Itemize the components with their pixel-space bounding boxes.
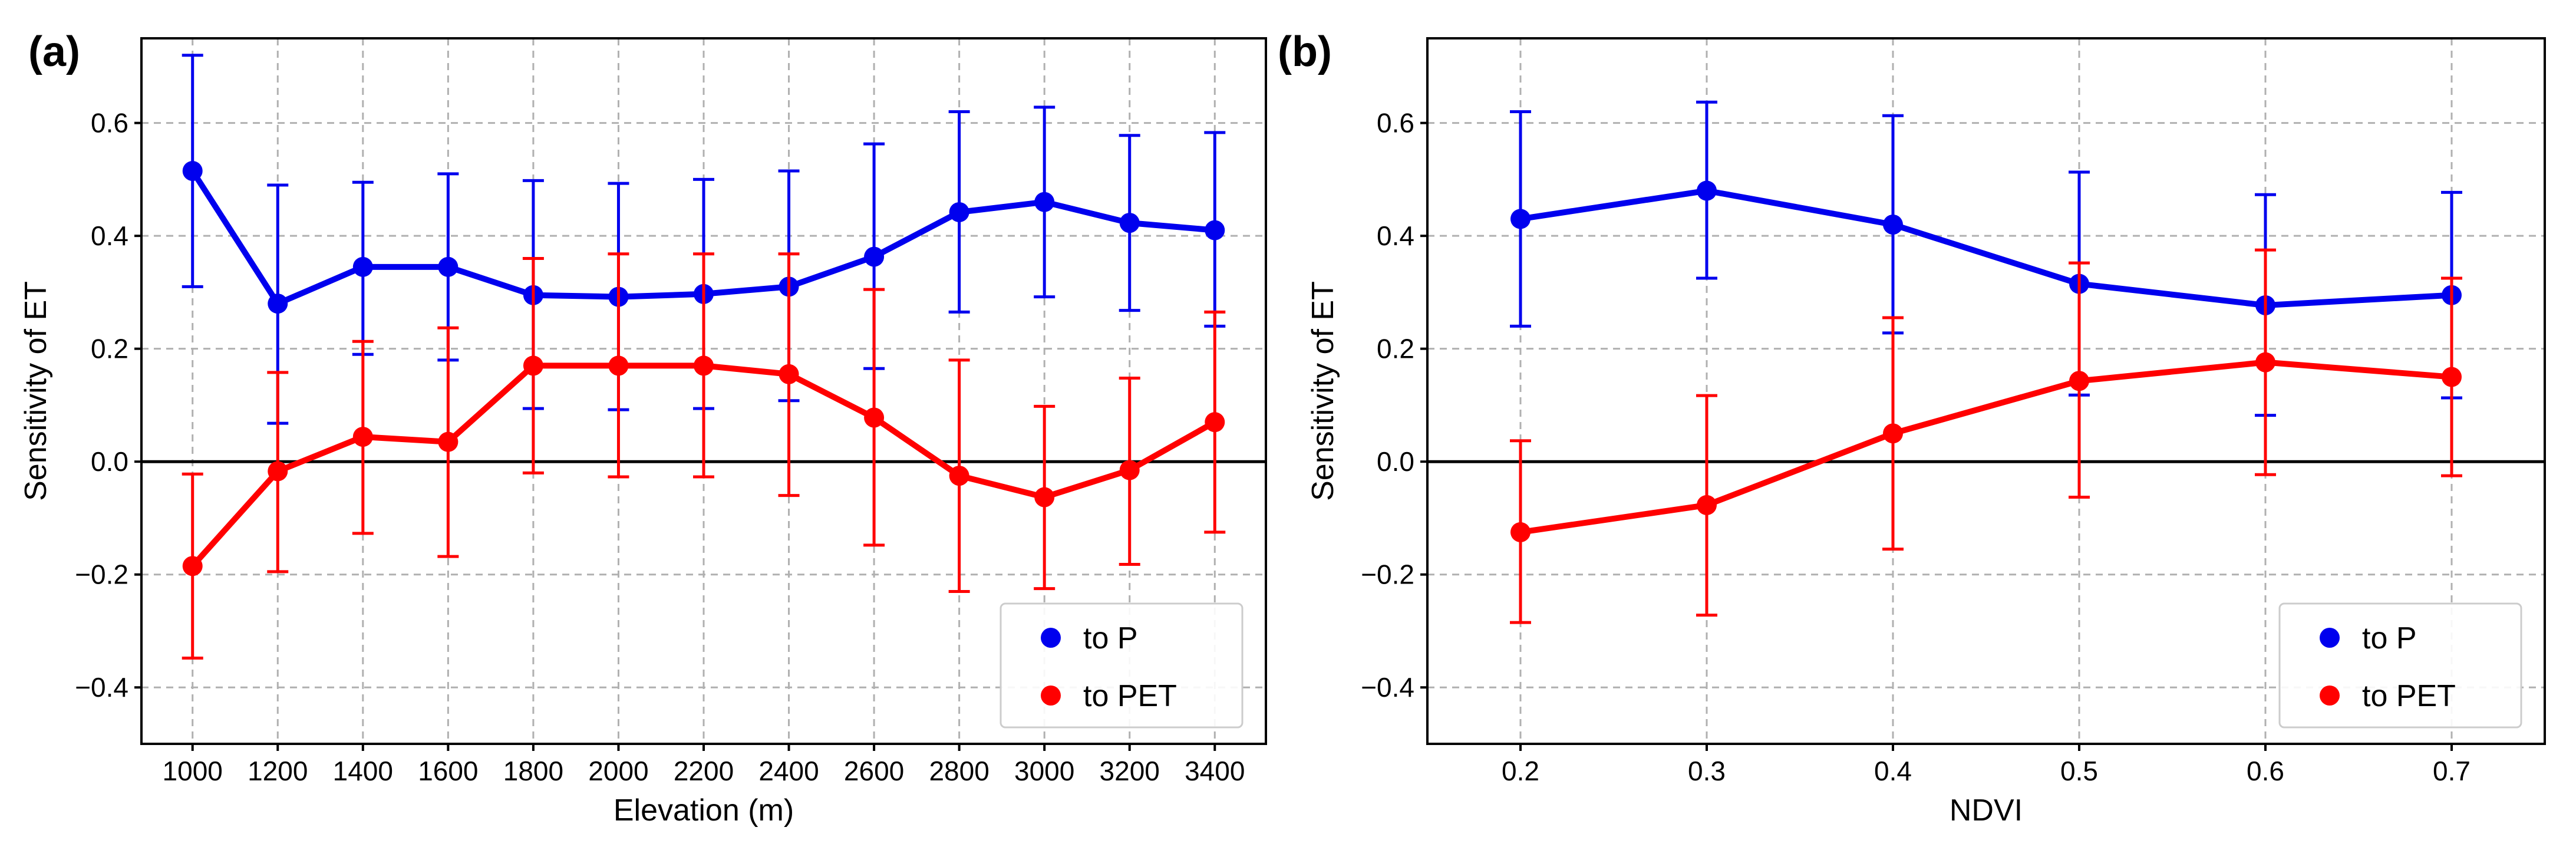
series-to-pet — [182, 252, 1226, 660]
data-point — [864, 407, 885, 428]
y-tick-label: 0.0 — [91, 446, 128, 477]
legend-label: to P — [1083, 621, 1138, 655]
data-point — [182, 556, 203, 576]
y-tick-label: 0.2 — [91, 334, 128, 364]
panel-label: (b) — [1278, 28, 1332, 75]
x-tick-label: 1800 — [503, 756, 563, 786]
series-line — [1520, 187, 2452, 308]
x-tick-label: 1000 — [163, 756, 223, 786]
legend-label: to PET — [1083, 679, 1177, 713]
x-tick-label: 0.4 — [1874, 756, 1912, 786]
data-point — [352, 427, 373, 447]
legend-marker — [2320, 628, 2340, 648]
x-tick-label: 2800 — [929, 756, 989, 786]
data-point — [1510, 209, 1531, 229]
y-axis: −0.4 −0.2 0.0 0.2 0.4 0.6 — [75, 108, 141, 703]
y-axis-title: Sensitivity of ET — [1306, 281, 1340, 501]
data-point — [2255, 352, 2275, 373]
data-point — [1034, 487, 1055, 507]
x-tick-label: 2000 — [588, 756, 648, 786]
y-tick-label: −0.4 — [1361, 672, 1414, 703]
panel-a: −0.4 −0.2 0.0 0.2 0.4 0.6 1000 1200 1400 1600 1800… — [19, 28, 1267, 828]
x-tick-label: 2200 — [674, 756, 734, 786]
data-point — [949, 466, 969, 486]
y-tick-label: 0.6 — [91, 108, 128, 139]
legend-marker — [1041, 628, 1061, 648]
legend-label: to P — [2362, 621, 2417, 655]
y-tick-label: 0.0 — [1377, 446, 1414, 477]
y-tick-label: −0.2 — [1361, 559, 1414, 590]
data-point — [1034, 192, 1055, 212]
series-line — [1520, 359, 2452, 535]
panel-label: (a) — [28, 28, 80, 75]
data-point — [949, 202, 969, 222]
data-point — [2069, 371, 2089, 391]
data-point — [864, 246, 885, 267]
y-tick-label: 0.4 — [91, 220, 128, 251]
y-tick-label: 0.4 — [1377, 220, 1414, 251]
x-tick-label: 0.5 — [2060, 756, 2098, 786]
legend-box — [2278, 602, 2522, 729]
y-axis-title: Sensitivity of ET — [19, 281, 53, 501]
y-tick-label: −0.2 — [75, 559, 128, 590]
data-point — [694, 355, 714, 376]
x-tick-label: 1200 — [248, 756, 308, 786]
panel-b: −0.4 −0.2 0.0 0.2 0.4 0.6 0.2 0.3 0.4 0.5 0.6 0.7 ND… — [1278, 28, 2546, 828]
x-tick-label: 0.2 — [1502, 756, 1539, 786]
x-tick-label: 0.7 — [2433, 756, 2471, 786]
y-tick-label: 0.6 — [1377, 108, 1414, 139]
data-point — [182, 161, 203, 182]
legend-marker — [1041, 685, 1061, 706]
plot-frame — [1426, 37, 2546, 745]
data-point — [1883, 215, 1903, 235]
data-point — [268, 461, 288, 482]
y-tick-label: −0.4 — [75, 672, 128, 703]
data-point — [1119, 213, 1140, 233]
x-axis: 0.2 0.3 0.4 0.5 0.6 0.7 — [1502, 744, 2471, 786]
x-axis-title: Elevation (m) — [614, 793, 794, 828]
data-point — [1205, 412, 1225, 433]
legend: to P to PET — [2278, 602, 2522, 729]
y-axis: −0.4 −0.2 0.0 0.2 0.4 0.6 — [1361, 108, 1427, 703]
data-point — [779, 364, 799, 384]
data-point — [268, 294, 288, 314]
x-tick-label: 3200 — [1100, 756, 1160, 786]
x-tick-label: 1600 — [418, 756, 478, 786]
x-tick-label: 2600 — [844, 756, 904, 786]
x-tick-label: 3400 — [1185, 756, 1245, 786]
data-point — [352, 256, 373, 277]
series-to-pet — [1510, 248, 2462, 624]
data-point — [1510, 522, 1531, 542]
x-tick-label: 0.3 — [1688, 756, 1726, 786]
data-point — [438, 256, 459, 277]
legend: to P to PET — [1000, 602, 1244, 729]
data-point — [1697, 180, 1717, 201]
x-tick-label: 0.6 — [2247, 756, 2284, 786]
legend-label: to PET — [2362, 679, 2456, 713]
legend-marker — [2320, 685, 2340, 706]
data-point — [1205, 220, 1225, 240]
data-point — [523, 355, 543, 376]
legend-box — [1000, 602, 1244, 729]
x-axis: 1000 1200 1400 1600 1800 2000 2200 2400 2600 2800… — [163, 744, 1245, 786]
data-point — [608, 355, 629, 376]
x-tick-label: 3000 — [1014, 756, 1074, 786]
data-point — [1697, 495, 1717, 515]
x-tick-label: 1400 — [333, 756, 393, 786]
data-point — [1119, 460, 1140, 480]
y-tick-label: 0.2 — [1377, 334, 1414, 364]
data-point — [2442, 367, 2462, 387]
data-point — [438, 431, 459, 452]
x-axis-title: NDVI — [1950, 793, 2023, 828]
x-tick-label: 2400 — [758, 756, 819, 786]
data-point — [1883, 423, 1903, 444]
